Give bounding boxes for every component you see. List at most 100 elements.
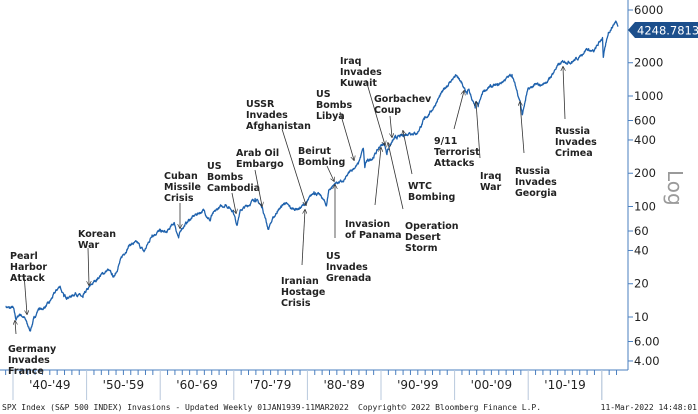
annotation-arrow [374,148,381,206]
annotation-label: Cambodia [207,183,260,194]
annotation-label: US [207,161,222,172]
annotation-label: Invades [8,355,50,366]
annotation-arrow [23,273,27,314]
annotation-arrow [254,169,262,206]
annotation-label: France [8,366,44,377]
annotation-label: Arab Oil [236,148,279,159]
annotation-label: War [78,240,100,251]
x-tick-label: '00-'09 [471,378,512,392]
footer-timestamp: 11-Mar-2022 14:48:01 [601,403,698,412]
annotation-label: of Panama [345,230,402,241]
plot-frame [0,0,629,371]
y-tick-label: 10 [634,310,649,324]
footer-description: SPX Index (S&P 500 INDEX) Invasions - Up… [2,403,349,412]
annotation-label: Storm [405,243,438,254]
annotation-label: Georgia [515,188,557,199]
y-tick-label: 200 [634,166,656,180]
x-tick-label: '80-'89 [323,378,364,392]
y-tick-label: 6000 [634,3,663,17]
y-tick-label: 20 [634,277,649,291]
annotation-label: Invades [340,67,382,78]
annotation-label: US [326,251,341,262]
y-tick-label: 2000 [634,56,663,70]
annotation-label: War [480,182,502,193]
last-price-tag: 4248.7813 [628,22,698,38]
annotation-label: Missile [164,182,201,193]
annotation-label: Embargo [236,159,284,170]
annotation-label: US [316,89,331,100]
annotation-arrow [520,102,525,154]
annotation-arrow [15,321,16,335]
y-tick-label: 600 [634,114,656,128]
y-tick-label: 6.00 [634,335,660,349]
annotation-label: Germany [8,344,57,355]
y-tick-label: 400 [634,133,656,147]
annotation-label: Cuban [164,171,198,182]
spx-price-line [5,20,619,332]
annotation-arrow [476,102,481,159]
y-tick-label: 40 [634,243,649,257]
last-price-value: 4248.7813 [637,24,698,38]
annotation-label: Bombs [316,100,352,111]
annotation-label: Crisis [164,193,194,204]
annotation-label: Invasion [345,219,390,230]
annotation-label: Invades [555,137,597,148]
annotation-label: Afghanistan [246,121,311,132]
annotation-arrow [281,128,306,205]
annotation-label: Attack [10,273,45,284]
annotation-label: Iraq [480,171,501,182]
annotation-label: Grenada [326,273,371,284]
annotation-label: Terrorist [434,147,480,158]
annotation-label: Russia [555,126,590,137]
x-tick-label: '90-'99 [397,378,438,392]
footer-copyright: Copyright© 2022 Bloomberg Finance L.P. [358,403,541,412]
annotation-label: Crisis [281,298,311,309]
x-tick-label: '60-'69 [176,378,217,392]
y-tick-label: 1000 [634,89,663,103]
x-tick-label: '40-'49 [29,378,70,392]
annotation-label: Attacks [434,158,475,169]
annotation-label: Russia [515,166,550,177]
annotation-arrow [365,79,385,145]
annotation-arrow [339,111,354,160]
annotation-label: Invades [246,110,288,121]
y-axis-label: Log [663,170,687,206]
annotation-label: USSR [246,99,275,110]
annotation-label: Hostage [281,287,325,298]
annotation-label: Bombing [298,157,345,168]
annotation-arrow [563,67,565,120]
last-price-tag-background [628,22,698,38]
annotation-label: Kuwait [340,78,377,89]
annotation-arrow [88,247,89,285]
y-tick-label: 100 [634,200,656,214]
annotation-arrow [301,210,305,266]
x-tick-label: '50-'59 [103,378,144,392]
annotation-arrow [453,91,464,130]
annotation-label: Iraq [340,56,361,67]
annotation-label: Bombs [207,172,243,183]
annotation-arrow [388,143,404,210]
annotation-label: WTC [408,181,432,192]
annotation-label: Invades [326,262,368,273]
annotation-arrow [326,165,334,181]
annotation-arrow [390,115,392,137]
annotation-label: Bombing [408,192,455,203]
annotation-label: Invades [515,177,557,188]
annotation-label: Pearl [10,251,38,262]
